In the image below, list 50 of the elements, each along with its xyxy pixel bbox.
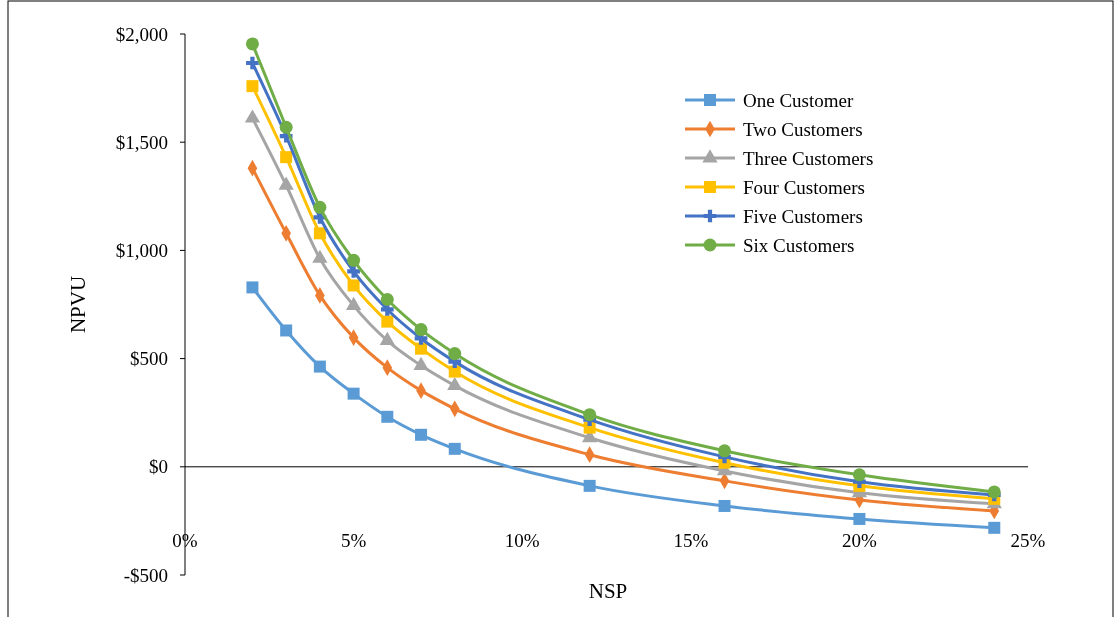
point bbox=[988, 521, 1001, 534]
x-tick-label: 15% bbox=[673, 529, 709, 551]
point bbox=[381, 410, 394, 423]
point bbox=[279, 120, 293, 134]
point bbox=[718, 499, 731, 512]
point bbox=[245, 37, 259, 51]
point bbox=[313, 360, 326, 373]
x-tick-label: 25% bbox=[1010, 529, 1046, 551]
point bbox=[448, 347, 462, 361]
point bbox=[415, 342, 428, 355]
x-axis-title: NSP bbox=[588, 579, 628, 603]
point bbox=[853, 512, 866, 525]
legend-label: Two Customers bbox=[743, 118, 863, 140]
y-tick-label: -$500 bbox=[123, 564, 168, 586]
point bbox=[280, 151, 293, 164]
legend-label: Six Customers bbox=[743, 234, 855, 256]
point bbox=[415, 428, 428, 441]
legend-label: One Customer bbox=[743, 89, 854, 111]
y-tick-label: $0 bbox=[149, 456, 168, 478]
point bbox=[313, 227, 326, 240]
point bbox=[414, 323, 428, 337]
point bbox=[246, 80, 259, 93]
point bbox=[347, 279, 360, 292]
point bbox=[583, 479, 596, 492]
point bbox=[852, 468, 866, 482]
point bbox=[380, 293, 394, 307]
y-tick-label: $2,000 bbox=[115, 23, 168, 45]
legend-label: Four Customers bbox=[743, 176, 865, 198]
x-tick-label: 10% bbox=[504, 529, 540, 551]
point bbox=[246, 281, 259, 294]
point bbox=[246, 56, 259, 70]
x-tick-label: 0% bbox=[172, 529, 198, 551]
x-tick-label: 5% bbox=[340, 529, 367, 551]
point bbox=[347, 265, 360, 278]
legend-label: Five Customers bbox=[743, 205, 863, 227]
y-tick-label: $1,000 bbox=[115, 240, 168, 262]
point bbox=[583, 408, 597, 422]
point bbox=[448, 442, 461, 455]
point bbox=[381, 315, 394, 328]
point bbox=[718, 444, 732, 458]
point bbox=[347, 253, 361, 267]
y-tick-label: $500 bbox=[130, 348, 168, 370]
x-tick-label: 20% bbox=[841, 529, 877, 551]
y-tick-label: $1,500 bbox=[115, 131, 168, 153]
point bbox=[280, 324, 293, 337]
point bbox=[313, 200, 327, 214]
point bbox=[448, 365, 461, 378]
legend-label: Three Customers bbox=[743, 147, 874, 169]
y-axis-title: NPVU bbox=[66, 275, 90, 334]
point bbox=[347, 387, 360, 400]
